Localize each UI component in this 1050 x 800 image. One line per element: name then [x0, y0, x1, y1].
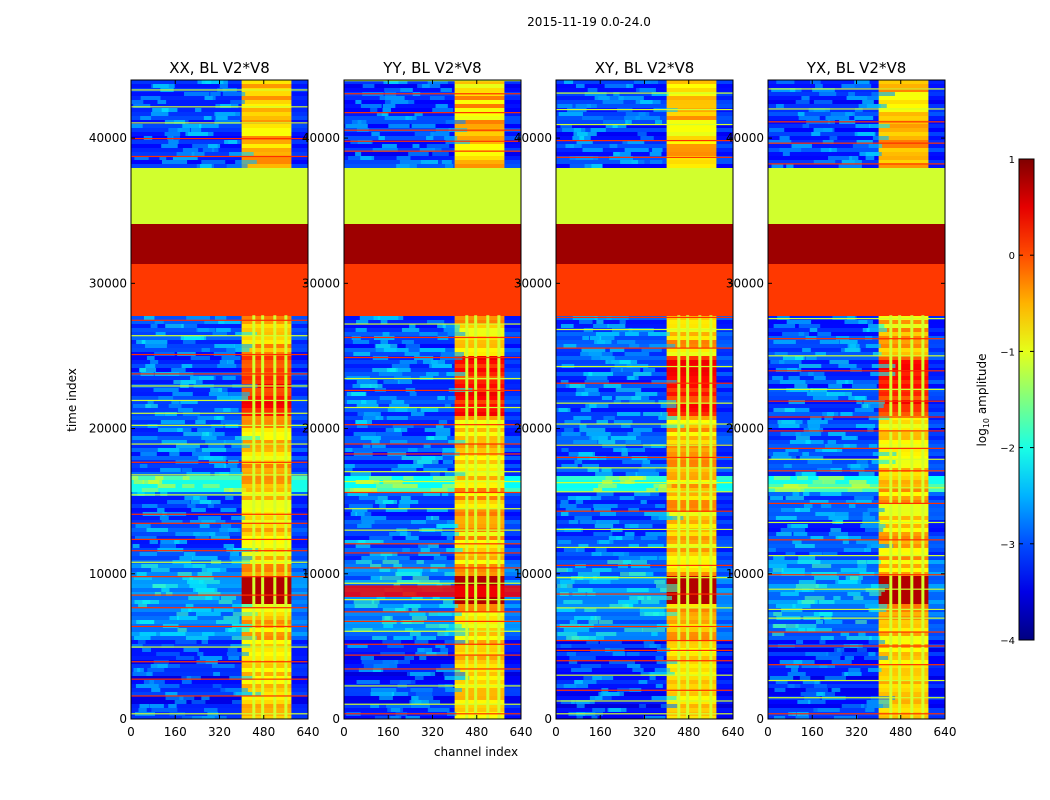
y-tick-label: 10000	[302, 567, 340, 581]
heatmap-xy	[556, 80, 733, 719]
y-tick-label: 30000	[89, 276, 127, 290]
y-tick-label: 20000	[302, 422, 340, 436]
x-tick-label: 480	[889, 725, 912, 739]
x-tick-label: 640	[934, 725, 957, 739]
heatmap-xx	[131, 80, 308, 719]
y-tick-label: 10000	[89, 567, 127, 581]
colorbar-gradient	[1018, 158, 1035, 641]
colorbar-label-sub: 10	[982, 418, 991, 428]
panels: XX, BL V2*V8 0 160 320 480 640 0 10000 20000 3000…	[89, 59, 957, 739]
panel-title: XX, BL V2*V8	[169, 59, 270, 77]
x-tick-label: 0	[552, 725, 560, 739]
heatmap-yx	[768, 80, 945, 719]
x-tick-label: 160	[164, 725, 187, 739]
y-tick-label: 0	[756, 712, 764, 726]
x-tick-label: 160	[801, 725, 824, 739]
x-tick-label: 320	[421, 725, 444, 739]
y-tick-label: 0	[119, 712, 127, 726]
x-tick-label: 320	[633, 725, 656, 739]
panel-title: YY, BL V2*V8	[382, 59, 481, 77]
y-tick-label: 40000	[302, 131, 340, 145]
colorbar-tick-label: −4	[1000, 636, 1015, 647]
x-tick-label: 640	[510, 725, 533, 739]
x-tick-label: 0	[127, 725, 135, 739]
panel-yy: YY, BL V2*V8 0 160 320 480 640 0 10000 20000 3000…	[302, 59, 533, 739]
colorbar-tick-label: −1	[1000, 347, 1015, 358]
x-tick-label: 480	[677, 725, 700, 739]
colorbar-tick-label: 0	[1009, 251, 1015, 262]
y-tick-label: 40000	[514, 131, 552, 145]
x-tick-label: 480	[465, 725, 488, 739]
x-tick-label: 320	[845, 725, 868, 739]
colorbar-tick-label: 1	[1009, 155, 1015, 166]
x-tick-label: 480	[252, 725, 275, 739]
y-tick-label: 30000	[514, 276, 552, 290]
heatmap-yy	[344, 80, 521, 719]
colorbar: 1 0 −1 −2 −3 −4	[1000, 155, 1035, 647]
y-tick-label: 0	[332, 712, 340, 726]
y-tick-label: 40000	[89, 131, 127, 145]
y-axis-label: time index	[65, 368, 79, 432]
panel-title: YX, BL V2*V8	[806, 59, 907, 77]
panel-xx: XX, BL V2*V8 0 160 320 480 640 0 10000 20000 3000…	[89, 59, 320, 739]
colorbar-tick-label: −2	[1000, 444, 1015, 455]
y-tick-label: 10000	[514, 567, 552, 581]
x-tick-label: 0	[340, 725, 348, 739]
y-tick-label: 20000	[89, 422, 127, 436]
panel-yx: YX, BL V2*V8 0 160 320 480 640 0 10000 20000 3000…	[726, 59, 957, 739]
colorbar-label: log10 amplitude	[975, 354, 991, 447]
y-tick-label: 20000	[514, 422, 552, 436]
x-axis-label: channel index	[434, 745, 518, 759]
colorbar-tick-label: −3	[1000, 540, 1015, 551]
x-tick-label: 0	[764, 725, 772, 739]
y-tick-label: 20000	[726, 422, 764, 436]
panel-xy: XY, BL V2*V8 0 160 320 480 640 0 10000 20000 3000…	[514, 59, 745, 739]
y-tick-label: 40000	[726, 131, 764, 145]
y-tick-label: 30000	[726, 276, 764, 290]
x-tick-label: 320	[208, 725, 231, 739]
x-tick-label: 640	[297, 725, 320, 739]
colorbar-label-rest: amplitude	[975, 354, 989, 418]
panel-title: XY, BL V2*V8	[595, 59, 695, 77]
y-tick-label: 30000	[302, 276, 340, 290]
x-tick-label: 160	[589, 725, 612, 739]
x-tick-label: 640	[722, 725, 745, 739]
colorbar-label-main: log	[975, 428, 989, 446]
y-tick-label: 0	[544, 712, 552, 726]
y-tick-label: 10000	[726, 567, 764, 581]
x-tick-label: 160	[377, 725, 400, 739]
figure-title: 2015-11-19 0.0-24.0	[527, 15, 651, 29]
